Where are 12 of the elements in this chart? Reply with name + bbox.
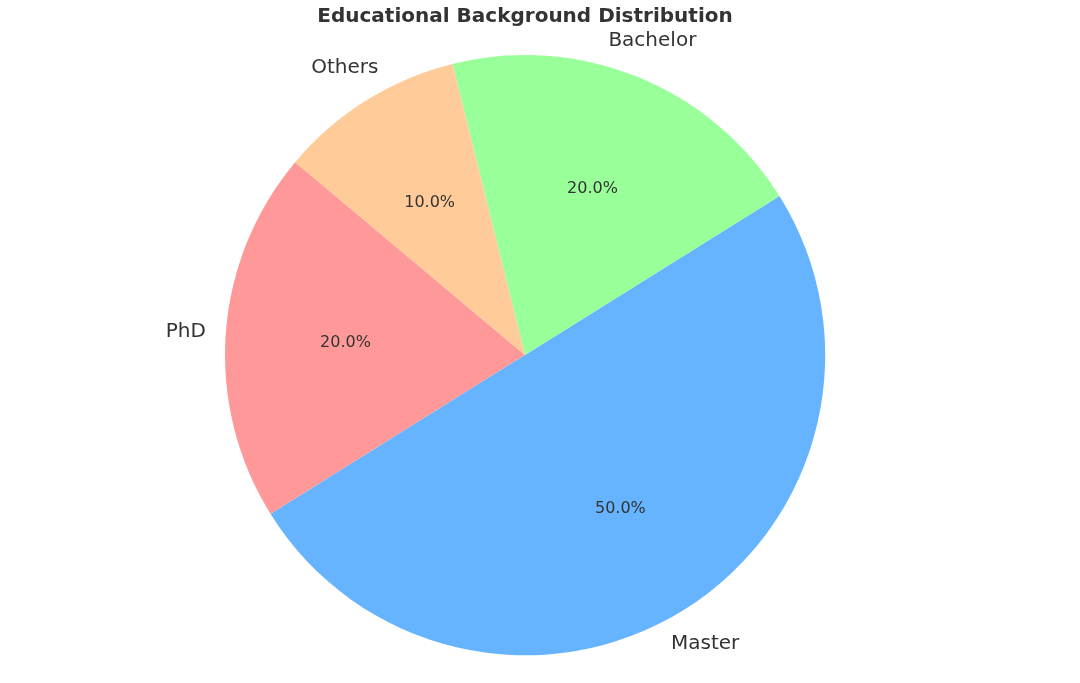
slice-label: Bachelor: [608, 26, 698, 51]
chart-title: Educational Background Distribution: [317, 2, 733, 27]
pie-slice: [225, 162, 525, 514]
pie-slice: [452, 55, 780, 355]
data-label: 20.0%: [567, 178, 618, 198]
data-label: 50.0%: [594, 497, 646, 517]
slice-label: Master: [671, 630, 741, 655]
slice-label: PhD: [165, 318, 206, 343]
slice-label: Others: [311, 53, 379, 78]
pie-slice: [270, 196, 825, 656]
data-label: 10.0%: [404, 192, 456, 212]
data-label: 20.0%: [320, 332, 371, 352]
